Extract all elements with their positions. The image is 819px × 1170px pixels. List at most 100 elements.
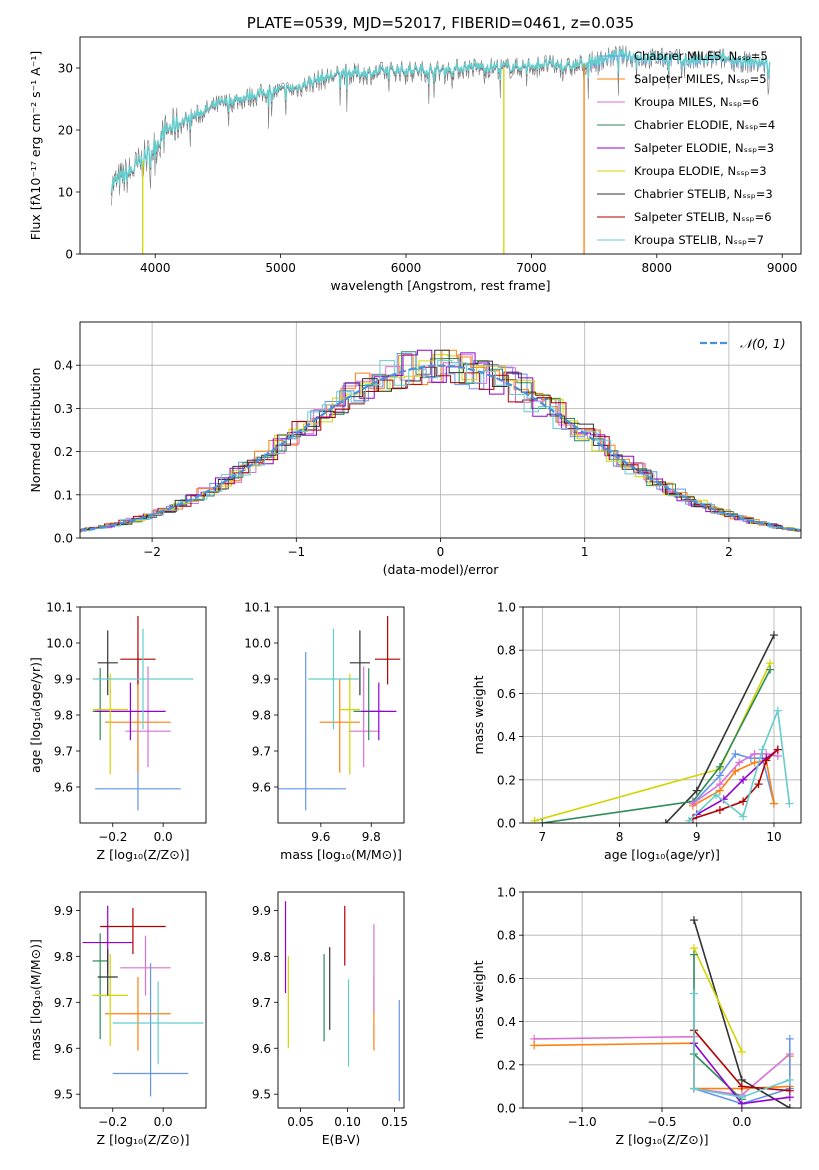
axes-frame [79,321,802,539]
y-axis-label: age [log₁₀(age/yr)] [28,657,43,773]
errorbar-point [112,963,189,1097]
mass-weight-marker [692,786,701,795]
errorbar-point [361,682,397,741]
mass-vs-metallicity-panel: −0.2 0.0 9.5 9.6 9.7 9.8 9.9 Z [log₁₀(Z/Z⊙)] mas… [28,891,207,1147]
y-tick-label: 10 [58,186,73,200]
mass-weight-marker [689,1084,698,1093]
mass-weight-marker [773,706,782,715]
mass-weight-marker [769,631,778,640]
y-tick-label: 9.7 [252,745,271,759]
errorbar-point [105,977,171,1051]
mass-weight-marker [715,762,724,771]
x-tick-label: 1 [581,545,589,559]
plot-area [92,616,194,811]
residual-histogram [80,366,801,532]
y-tick-label: 0.3 [54,402,73,416]
y-tick-label: 9.8 [252,950,271,964]
mass-weight-marker [689,950,698,959]
mass-weight-marker [735,758,744,767]
errorbar-point [125,666,171,768]
y-tick-label: 9.9 [252,904,271,918]
mass-weight-marker [739,797,748,806]
x-tick-label: −0.5 [647,1115,676,1129]
mass-weight-marker [750,749,759,758]
x-tick-label: 5000 [265,261,296,275]
y-tick-label: 0.2 [54,445,73,459]
errorbar-point [120,935,171,996]
axes-frame [277,606,405,824]
mass-weight-marker [739,812,748,821]
mass-weight-line [534,662,771,822]
mass-weight-marker [689,916,698,925]
errorbar-point [278,652,347,811]
axes-frame [79,36,802,255]
y-tick-label: 9.8 [252,709,271,723]
residual-histogram [80,349,801,531]
y-tick-label: 0.6 [497,687,516,701]
x-tick-label: 7 [538,830,546,844]
x-tick-label: 10 [766,830,781,844]
mass-weight-marker [715,806,724,815]
plot-area [278,616,401,811]
y-tick-label: 0.0 [497,1102,516,1116]
y-tick-label: 1.0 [497,601,516,615]
mass-weight-marker [773,745,782,754]
y-tick-label: 0.2 [497,1058,516,1072]
errorbar-point [92,954,128,1046]
x-tick-label: 9.8 [362,830,381,844]
x-tick-label: 0.05 [287,1115,314,1129]
residual-histogram [80,353,801,533]
spectrum-panel: 4000 5000 6000 7000 8000 9000 0 10 20 30 wavelengt… [28,14,802,293]
errorbar-point [92,673,128,775]
y-tick-label: 9.9 [252,673,271,687]
legend-label: Salpeter MILES, Nₛₛₚ=5 [634,72,767,86]
chart-title: PLATE=0539, MJD=52017, FIBERID=0461, z=0… [247,14,634,32]
mass-weight-marker [538,819,547,823]
x-tick-label: 6000 [391,261,422,275]
errorbar-point [339,673,360,775]
x-axis-label: wavelength [Angstrom, rest frame] [330,278,550,293]
y-axis-label: mass weight [471,675,486,754]
mass-weight-marker [530,816,539,823]
mass-weight-marker [769,799,778,808]
mass-weight-marker [731,749,740,758]
y-tick-label: 9.5 [252,1088,271,1102]
legend-label: Chabrier ELODIE, Nₛₛₚ=4 [634,118,775,132]
x-axis-label: Z [log₁₀(Z/Z⊙)] [616,1132,709,1147]
mass-weight-marker [785,1104,794,1108]
y-axis-label: Flux [fλ10⁻¹⁷ erg cm⁻² s⁻¹ A⁻¹] [28,51,43,240]
x-tick-label: 0.0 [154,1115,173,1129]
mass-weight-marker [785,1075,794,1084]
y-tick-label: 0.1 [54,488,73,502]
y-tick-label: 1.0 [497,886,516,900]
age-vs-mass-panel: 9.6 9.8 9.6 9.7 9.8 9.9 10.0 10.1 mass [log₁₀(M/… [244,601,405,862]
mass-weight-marker [737,1047,746,1056]
plot-area [82,905,204,1097]
y-tick-label: 0.8 [497,929,516,943]
errorbar-point [92,628,194,730]
mass-weight-marker [688,799,697,808]
x-tick-label: 0.10 [334,1115,361,1129]
x-tick-label: 9000 [767,261,798,275]
model-spectrum-line [110,48,771,194]
mass-weight-line [542,669,771,823]
y-tick-label: 10.0 [244,637,271,651]
residual-histogram-panel: −2 −1 0 1 2 0.0 0.1 0.2 0.3 0.4 (data-model)/error… [28,321,802,577]
errorbar-point [120,616,156,685]
mass-weight-marker [785,799,794,808]
mass-weight-marker [785,1093,794,1102]
y-tick-label: 20 [58,124,73,138]
errorbar-point [95,682,166,741]
y-tick-label: 30 [58,62,73,76]
mass-weight-marker [758,745,767,754]
residual-histogram [80,349,801,533]
y-tick-label: 10.1 [244,601,271,615]
mass-weight-marker [762,756,771,765]
residual-histogram [80,351,801,531]
x-tick-label: 2 [725,545,733,559]
mass-weight-marker [739,775,748,784]
plot-area [110,45,771,254]
axes-frame [79,891,207,1109]
mass-weight-marker [750,758,759,767]
